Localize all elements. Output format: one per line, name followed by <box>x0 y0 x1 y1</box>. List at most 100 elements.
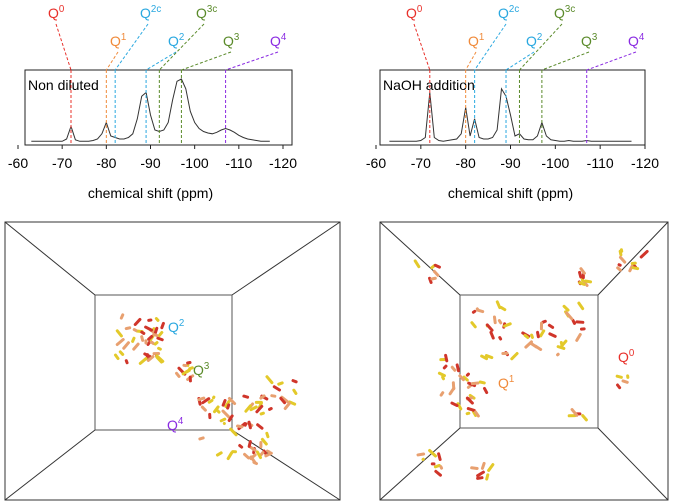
q-text: Q <box>628 33 639 49</box>
peak-line <box>56 24 71 70</box>
bond <box>446 355 447 360</box>
bond <box>134 344 138 349</box>
sample-label: Non diluted <box>28 77 99 93</box>
bond <box>550 334 555 337</box>
bond <box>261 396 264 398</box>
q-text: Q <box>140 5 151 21</box>
q-text: Q <box>468 33 479 49</box>
q-superscript: 1 <box>509 374 514 385</box>
x-tick-label: -80 <box>96 155 116 171</box>
x-tick-label: -70 <box>52 155 72 171</box>
x-tick-label: -90 <box>140 155 160 171</box>
x-tick-label: -70 <box>411 155 431 171</box>
bond <box>200 438 203 439</box>
bond <box>254 462 257 463</box>
bond <box>267 433 268 436</box>
bond <box>261 413 263 414</box>
bond <box>472 468 478 469</box>
q-superscript: 4 <box>281 32 287 43</box>
bond <box>434 271 438 275</box>
q-label: Q2c <box>498 4 519 21</box>
bond <box>580 272 581 276</box>
x-tick-label: -110 <box>225 155 252 171</box>
peak-line <box>106 52 118 70</box>
bond <box>257 452 260 458</box>
bond <box>151 342 153 344</box>
bond <box>499 321 500 323</box>
bond <box>238 426 242 427</box>
peak-line <box>587 52 636 70</box>
peak-line <box>466 52 476 70</box>
q-text: Q <box>223 33 234 49</box>
q-text: Q <box>193 362 204 378</box>
bond <box>478 478 482 479</box>
bond <box>120 352 122 355</box>
bond <box>279 383 282 384</box>
bond <box>641 251 647 257</box>
bond <box>157 356 163 361</box>
q-superscript: 3c <box>207 4 217 15</box>
bond <box>155 343 157 344</box>
bond <box>564 306 568 310</box>
bond <box>199 398 204 400</box>
bond <box>117 331 121 336</box>
bond <box>620 257 624 262</box>
q-label: Q3c <box>554 4 575 21</box>
q-superscript: 4 <box>178 416 184 427</box>
bond <box>561 342 562 345</box>
bond <box>617 376 621 377</box>
peak-line <box>226 52 278 70</box>
bond <box>497 302 499 308</box>
q-superscript: 1 <box>479 32 484 43</box>
bond <box>228 405 229 408</box>
bond <box>134 330 136 331</box>
q-label: Q1 <box>498 374 514 391</box>
peak-line <box>181 52 231 70</box>
x-axis-label: chemical shift (ppm) <box>448 185 573 201</box>
bond <box>245 424 246 425</box>
q-label: Q4 <box>628 32 645 49</box>
q-superscript: 3 <box>204 361 209 372</box>
q-label: Q0 <box>48 4 65 21</box>
bond <box>435 265 439 267</box>
bond <box>155 328 157 333</box>
bond <box>261 453 263 455</box>
bond <box>443 377 444 379</box>
bond <box>501 307 505 309</box>
bond <box>478 472 484 476</box>
q-text: Q <box>406 5 417 21</box>
bond <box>249 422 250 428</box>
x-tick-label: -100 <box>181 155 209 171</box>
x-tick-label: -120 <box>269 155 297 171</box>
bond <box>177 373 180 376</box>
q-text: Q <box>581 33 592 49</box>
bond <box>267 451 269 452</box>
bond <box>251 455 255 459</box>
q-label: Q3 <box>581 32 597 49</box>
q-text: Q <box>526 33 537 49</box>
bond <box>618 385 620 388</box>
bond <box>583 416 587 420</box>
bond <box>262 439 266 444</box>
sample-label: NaOH addition <box>383 77 475 93</box>
bond <box>618 268 621 270</box>
bond <box>567 313 572 319</box>
q-label: Q2 <box>526 32 542 49</box>
peak-line <box>146 52 176 70</box>
bond <box>217 453 221 455</box>
q-superscript: 3 <box>592 32 597 43</box>
q-text: Q <box>196 5 207 21</box>
x-axis-label: chemical shift (ppm) <box>88 185 213 201</box>
bond <box>623 381 627 382</box>
bond <box>270 409 272 410</box>
bond <box>294 390 296 393</box>
bond <box>267 377 272 383</box>
bond <box>159 348 161 349</box>
bond <box>536 346 541 349</box>
bond <box>162 323 164 327</box>
bond <box>452 403 457 406</box>
bond <box>579 303 583 309</box>
bond <box>209 400 212 402</box>
q-superscript: 3c <box>565 4 575 15</box>
bond <box>580 283 584 285</box>
